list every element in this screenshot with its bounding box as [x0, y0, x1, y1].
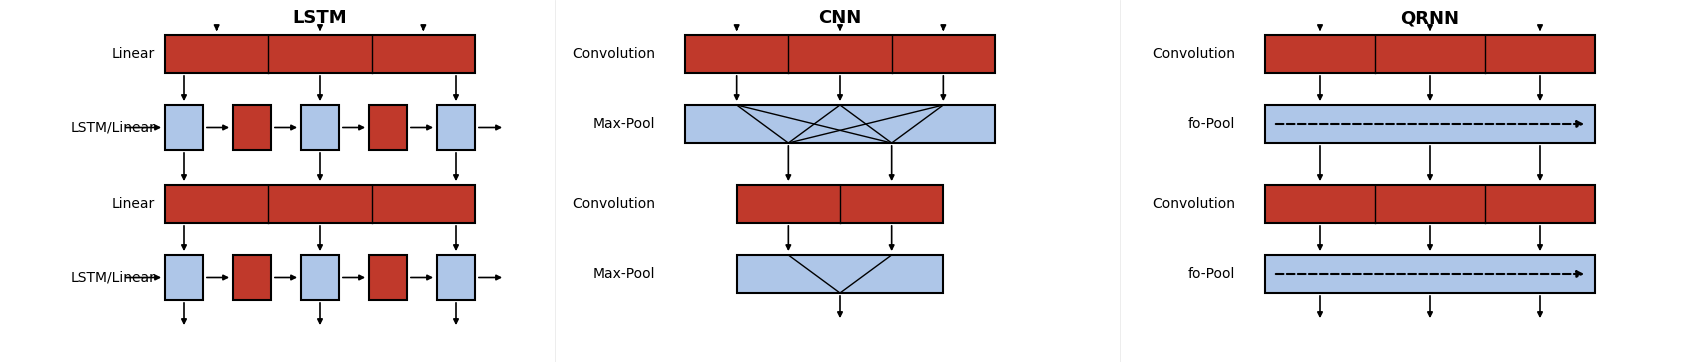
Bar [1264, 35, 1595, 73]
Text: fo-Pool: fo-Pool [1187, 117, 1236, 131]
Text: LSTM/Linear: LSTM/Linear [71, 270, 155, 285]
Bar [165, 185, 475, 223]
Bar [1264, 105, 1595, 143]
Bar [1264, 255, 1595, 293]
Bar [369, 255, 406, 300]
Text: Max-Pool: Max-Pool [592, 117, 654, 131]
Text: Linear: Linear [111, 197, 155, 211]
Bar [233, 255, 271, 300]
Text: LSTM: LSTM [293, 9, 347, 27]
Bar [737, 255, 944, 293]
Text: fo-Pool: fo-Pool [1187, 267, 1236, 281]
Bar [233, 105, 271, 150]
Bar [685, 105, 995, 143]
Text: QRNN: QRNN [1401, 9, 1460, 27]
Bar [165, 105, 202, 150]
Bar [437, 255, 475, 300]
Bar [685, 35, 995, 73]
Bar [302, 105, 339, 150]
Bar [737, 185, 944, 223]
Text: Convolution: Convolution [572, 197, 654, 211]
Text: Convolution: Convolution [1152, 47, 1236, 61]
Bar [165, 255, 202, 300]
Text: Convolution: Convolution [572, 47, 654, 61]
Bar [302, 255, 339, 300]
Bar [369, 105, 406, 150]
Text: CNN: CNN [818, 9, 862, 27]
Text: Linear: Linear [111, 47, 155, 61]
Bar [165, 35, 475, 73]
Text: LSTM/Linear: LSTM/Linear [71, 121, 155, 135]
Bar [1264, 185, 1595, 223]
Text: Max-Pool: Max-Pool [592, 267, 654, 281]
Bar [437, 105, 475, 150]
Text: Convolution: Convolution [1152, 197, 1236, 211]
